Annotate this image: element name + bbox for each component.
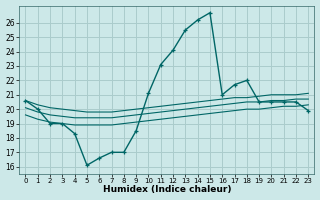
- X-axis label: Humidex (Indice chaleur): Humidex (Indice chaleur): [103, 185, 231, 194]
